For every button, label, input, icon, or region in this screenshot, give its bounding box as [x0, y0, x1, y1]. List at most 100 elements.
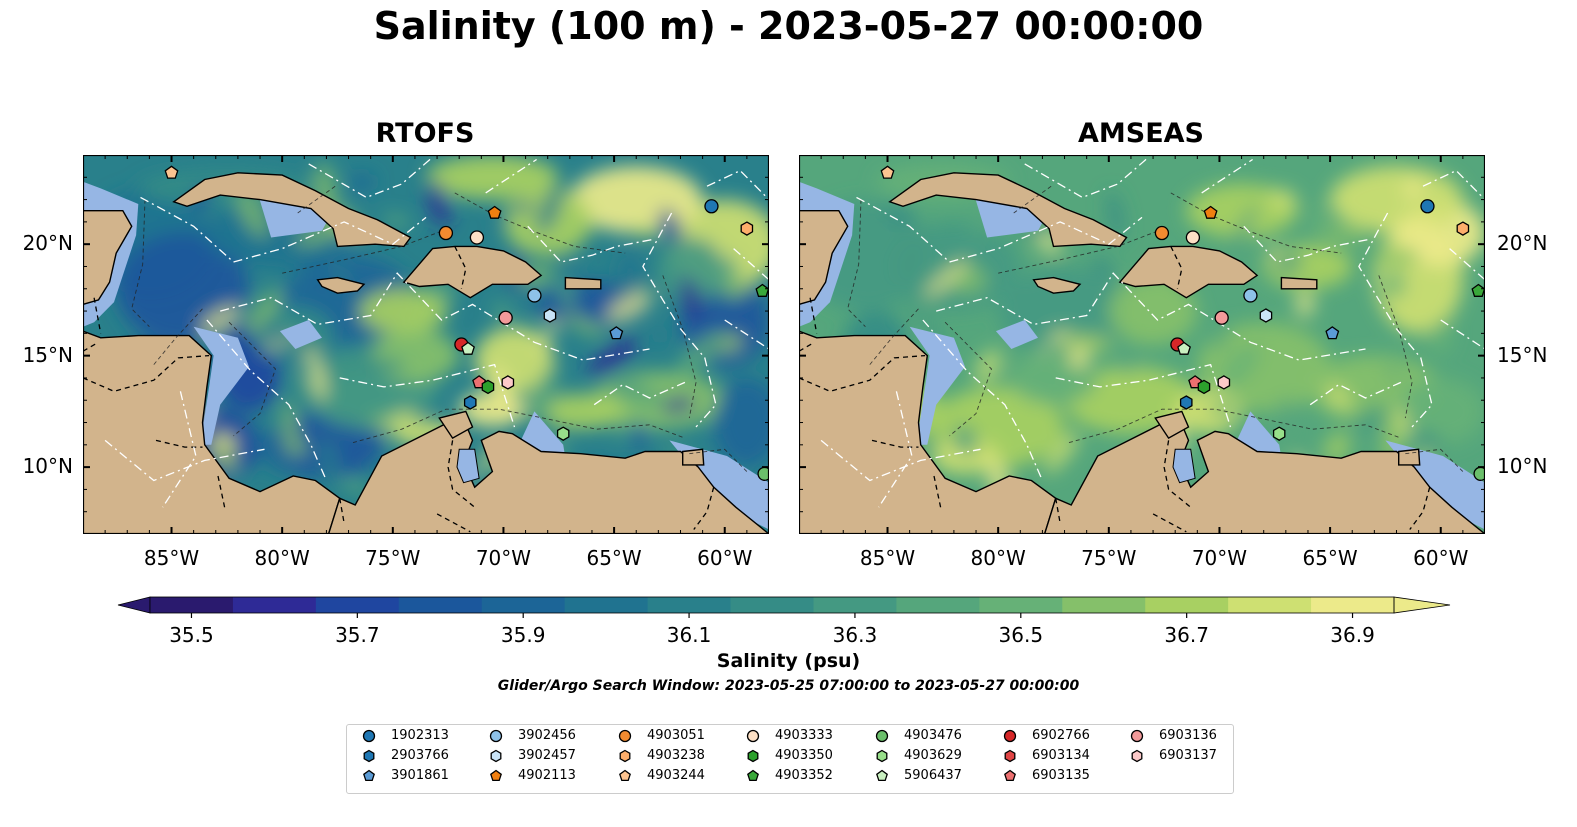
amseas-eddy [1067, 345, 1091, 369]
rtofs-eez-boundary [724, 319, 769, 350]
colorbar-segment [315, 597, 400, 613]
rtofs-eddy [536, 186, 563, 234]
colorbar-tick-label: 36.1 [667, 623, 712, 647]
amseas-country-border [799, 341, 815, 352]
legend-label: 4903476 [904, 728, 962, 743]
rtofs-eddy [661, 396, 696, 414]
amseas-land-trinidad [1398, 448, 1421, 466]
longitude-tick-label: 65°W [586, 546, 642, 570]
amseas-country-border [1163, 440, 1192, 508]
rtofs-land-central-america [83, 330, 341, 534]
rtofs-country-border [93, 297, 102, 334]
latitude-tick-label: 20°N [1497, 231, 1548, 256]
rtofs-map-frame [83, 155, 769, 534]
colorbar-segment [398, 597, 483, 613]
legend-marker-pentagon-icon [876, 769, 888, 782]
amseas-eddy [1319, 224, 1368, 244]
rtofs-depth-contour [131, 199, 150, 328]
legend-label: 4903051 [647, 728, 705, 743]
rtofs-shelf [279, 320, 322, 349]
colorbar-tick-label: 35.5 [169, 623, 214, 647]
rtofs-eddy [294, 234, 308, 287]
rtofs-country-border [339, 498, 345, 524]
amseas-eddy [1403, 178, 1424, 200]
amseas-salinity-map [799, 155, 1485, 534]
amseas-platform-4903238 [1456, 221, 1470, 236]
amseas-eddy [940, 221, 961, 240]
colorbar-label: Salinity (psu) [716, 650, 861, 672]
amseas-eddy [1211, 399, 1237, 418]
legend-marker [362, 729, 376, 743]
amseas-land-central-america [799, 330, 1057, 534]
amseas-platform-3901861 [1325, 326, 1340, 340]
rtofs-eddy [381, 409, 417, 433]
legend-label: 6902766 [1032, 728, 1090, 743]
colorbar-segment [730, 597, 814, 613]
amseas-depth-contour [998, 228, 1165, 274]
amseas-eddy [1384, 367, 1403, 380]
rtofs-eez-boundary [593, 381, 686, 406]
rtofs-eddy [262, 320, 296, 359]
amseas-eddy [1380, 270, 1407, 299]
rtofs-eddy [489, 364, 515, 420]
rtofs-eddy [609, 381, 645, 398]
rtofs-depth-contour [352, 408, 686, 444]
rtofs-lake [456, 448, 480, 484]
legend-marker-hexagon-icon [876, 749, 888, 763]
amseas-eddy [1411, 431, 1444, 450]
amseas-eddy [1311, 199, 1324, 237]
longitude-tick-label: 80°W [254, 546, 310, 570]
amseas-eddy [1213, 324, 1229, 352]
rtofs-eddy [632, 226, 658, 239]
amseas-country-border [871, 439, 919, 448]
figure-title: Salinity (100 m) - 2023-05-27 00:00:00 [373, 4, 1204, 48]
amseas-eddy [1092, 256, 1114, 278]
rtofs-salinity-map [83, 155, 769, 534]
longitude-tick-label: 60°W [1413, 546, 1469, 570]
amseas-depth-contour [1013, 185, 1052, 214]
amseas-panel-title: AMSEAS [1078, 118, 1204, 149]
rtofs-platform-4903238 [740, 221, 754, 236]
colorbar-segment [1311, 597, 1395, 613]
rtofs-panel-title: RTOFS [375, 118, 475, 149]
rtofs-platform-3901861 [609, 326, 624, 340]
legend-marker-pentagon-icon [490, 769, 502, 782]
legend-marker-circle-icon [618, 729, 632, 743]
rtofs-platform-4903629 [556, 426, 570, 441]
legend-label: 6903134 [1032, 748, 1090, 763]
rtofs-country-border [83, 341, 99, 352]
amseas-salinity-patch [1197, 322, 1331, 412]
amseas-eez-boundary [1309, 381, 1402, 406]
legend-marker [1131, 749, 1143, 763]
amseas-shelf [995, 320, 1038, 349]
amseas-eddy [885, 204, 916, 226]
amseas-eez-boundary [1440, 319, 1485, 350]
legend-marker-hexagon-icon [747, 749, 759, 763]
rtofs-eddy [383, 214, 410, 227]
rtofs-eddy [679, 277, 703, 321]
legend-marker [876, 749, 888, 763]
amseas-platform-1902313 [1420, 199, 1435, 214]
platform-legend: 1902313 2903766 3901861 3902456 3902457 49021… [346, 724, 1234, 794]
amseas-eddy [924, 260, 969, 298]
amseas-depth-contour [1405, 448, 1464, 472]
legend-marker-circle-icon [875, 729, 889, 743]
legend-marker-hexagon-icon [363, 749, 375, 763]
rtofs-country-border [83, 354, 210, 392]
legend-marker [490, 769, 502, 782]
legend-label: 3902457 [518, 748, 576, 763]
amseas-platform-4903476 [1473, 466, 1485, 481]
legend-marker [490, 749, 502, 763]
legend-label: 4902113 [518, 768, 576, 783]
rtofs-country-border [693, 487, 715, 530]
legend-marker-circle-icon [1130, 729, 1144, 743]
latitude-tick-label: 10°N [1497, 454, 1548, 479]
colorbar-segment [1228, 597, 1312, 613]
amseas-eez-boundary [1358, 212, 1433, 428]
amseas-country-border [1055, 498, 1061, 524]
rtofs-eddy [426, 180, 451, 227]
rtofs-eddy [651, 330, 668, 340]
rtofs-land-yucatan [83, 210, 133, 306]
rtofs-eddy [725, 276, 748, 299]
legend-marker [746, 729, 760, 743]
